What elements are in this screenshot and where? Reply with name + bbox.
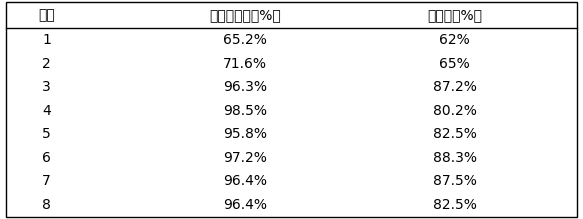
Text: 82.5%: 82.5% — [433, 127, 477, 141]
Text: 8: 8 — [42, 198, 51, 212]
Text: 62%: 62% — [440, 33, 470, 47]
Text: 96.4%: 96.4% — [223, 175, 267, 189]
Text: 7: 7 — [42, 175, 51, 189]
Text: 6: 6 — [42, 151, 51, 165]
Text: 82.5%: 82.5% — [433, 198, 477, 212]
Text: 65%: 65% — [440, 57, 470, 71]
Text: 1: 1 — [42, 33, 51, 47]
Text: 96.4%: 96.4% — [223, 198, 267, 212]
Text: 98.5%: 98.5% — [223, 104, 267, 118]
Text: 87.5%: 87.5% — [433, 175, 477, 189]
Text: 97.2%: 97.2% — [223, 151, 267, 165]
Text: 5: 5 — [42, 127, 51, 141]
Text: 实例: 实例 — [38, 8, 55, 22]
Text: 4: 4 — [42, 104, 51, 118]
Text: 3: 3 — [42, 80, 51, 94]
Text: 71.6%: 71.6% — [223, 57, 267, 71]
Text: 96.3%: 96.3% — [223, 80, 267, 94]
Text: 95.8%: 95.8% — [223, 127, 267, 141]
Text: 87.2%: 87.2% — [433, 80, 477, 94]
Text: 2: 2 — [42, 57, 51, 71]
Text: 乙醇转化率（%）: 乙醇转化率（%） — [209, 8, 281, 22]
Text: 80.2%: 80.2% — [433, 104, 477, 118]
Text: 异丁醛（%）: 异丁醛（%） — [427, 8, 482, 22]
Text: 88.3%: 88.3% — [433, 151, 477, 165]
Text: 65.2%: 65.2% — [223, 33, 267, 47]
